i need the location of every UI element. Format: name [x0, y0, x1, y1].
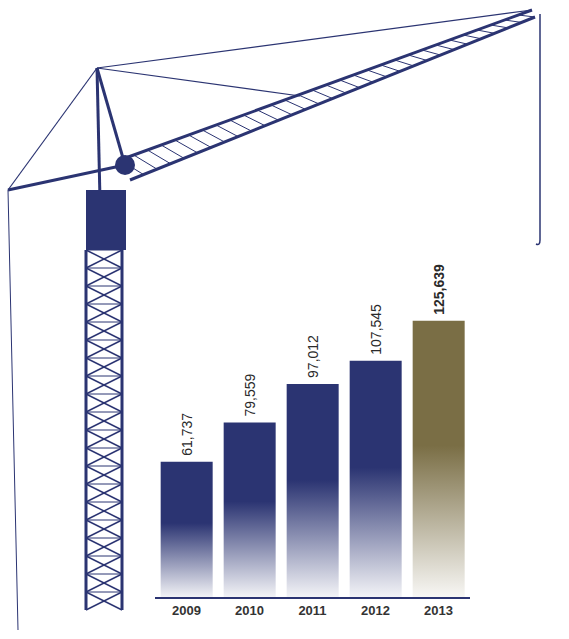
svg-text:79,559: 79,559 [242, 373, 258, 416]
svg-text:2009: 2009 [172, 603, 201, 618]
svg-text:125,639: 125,639 [431, 264, 447, 315]
svg-text:2010: 2010 [235, 603, 264, 618]
svg-text:2011: 2011 [298, 603, 326, 618]
svg-text:2012: 2012 [361, 603, 390, 618]
svg-text:2013: 2013 [424, 603, 453, 618]
svg-text:97,012: 97,012 [305, 335, 321, 378]
svg-text:61,737: 61,737 [179, 413, 195, 456]
svg-text:107,545: 107,545 [368, 304, 384, 355]
